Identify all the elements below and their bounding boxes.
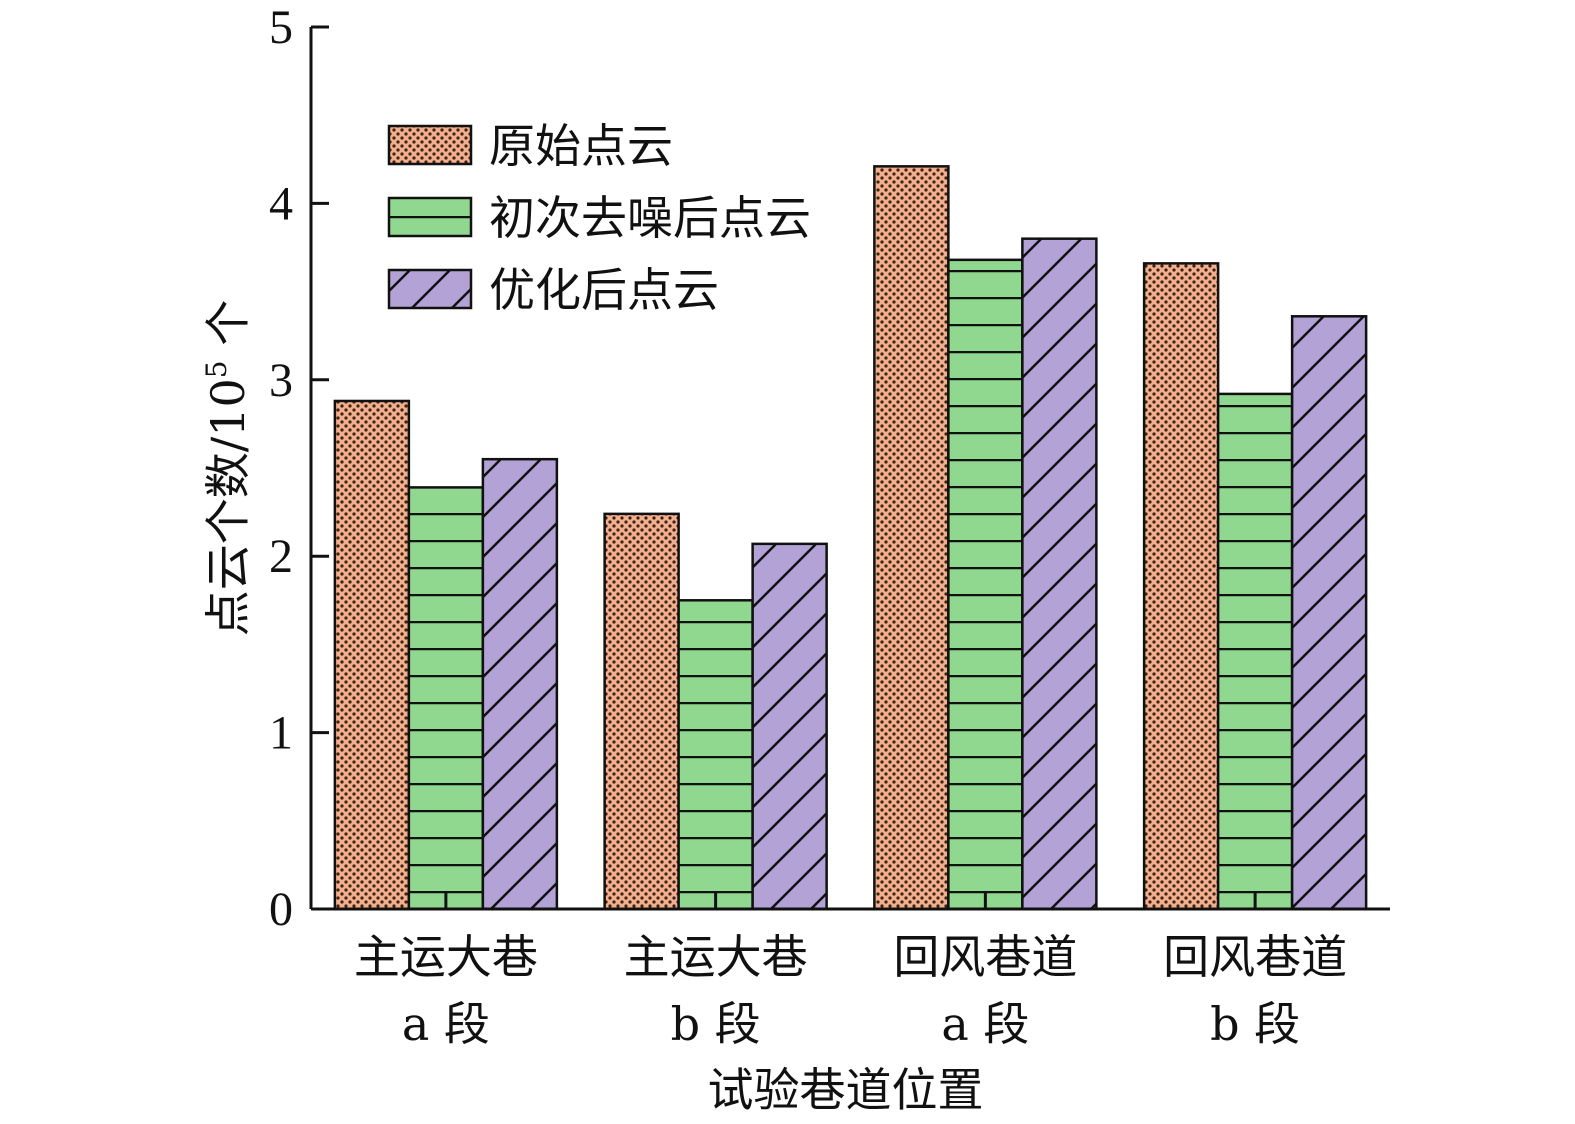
bar-3-4 <box>1290 315 1368 911</box>
x-category-label-line2: a 段 <box>941 997 1029 1051</box>
y-tick-label: 0 <box>269 883 293 936</box>
legend-swatch-2 <box>387 196 473 238</box>
x-category-label-line1: 回风巷道 <box>1163 930 1347 984</box>
x-category-label-line1: 主运大巷 <box>354 930 538 984</box>
bar-1-1 <box>333 399 411 911</box>
legend-label-1: 原始点云 <box>489 119 673 173</box>
y-axis-title: 点云个数/105 个 <box>200 300 255 636</box>
x-category-label-line1: 回风巷道 <box>893 930 1077 984</box>
y-tick-label: 4 <box>269 177 293 230</box>
bar-1-2 <box>603 512 680 911</box>
bar-3-2 <box>751 542 828 911</box>
legend-label-2: 初次去噪后点云 <box>489 191 811 245</box>
y-tick-label: 3 <box>269 354 293 407</box>
bar-3-3 <box>1021 237 1098 911</box>
bar-2-3 <box>947 258 1024 911</box>
x-category-label-line1: 主运大巷 <box>624 930 808 984</box>
y-tick-label: 5 <box>269 1 293 54</box>
bar-1-4 <box>1142 262 1220 911</box>
bar-2-4 <box>1216 392 1294 911</box>
bar-3-1 <box>481 457 559 911</box>
bars-layer <box>333 165 1368 911</box>
legend-label-3: 优化后点云 <box>489 263 719 317</box>
x-category-label-line2: b 段 <box>671 997 761 1051</box>
x-category-label-line2: a 段 <box>402 997 490 1051</box>
bar-1-3 <box>873 165 950 911</box>
bar-2-2 <box>677 599 754 911</box>
x-axis-title: 试验巷道位置 <box>708 1063 984 1117</box>
bar-2-1 <box>407 486 485 911</box>
y-tick-label: 1 <box>269 707 293 760</box>
legend-swatch-3 <box>387 268 473 310</box>
axis-labels: 0 1 2 3 4 5 主运大巷 a 段 主运大巷 b 段 回风巷道 a 段 回风巷道 b 段试验巷道位置… <box>200 1 1347 1117</box>
axes <box>309 25 1390 911</box>
x-category-label-line2: b 段 <box>1210 997 1300 1051</box>
y-tick-label: 2 <box>269 530 293 583</box>
legend-swatch-1 <box>387 124 473 166</box>
